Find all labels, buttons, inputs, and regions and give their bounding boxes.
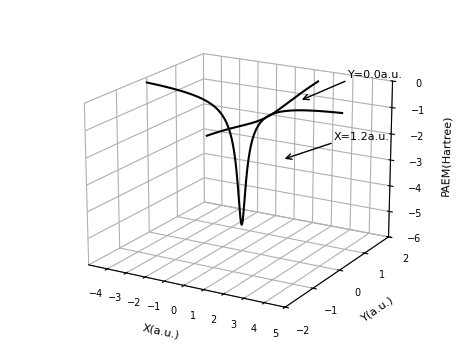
X-axis label: X(a.u.): X(a.u.) xyxy=(141,322,180,340)
Text: Y=0.0a.u.: Y=0.0a.u. xyxy=(347,70,402,80)
Text: X=1.2a.u.: X=1.2a.u. xyxy=(334,132,390,142)
Y-axis label: Y(a.u.): Y(a.u.) xyxy=(360,294,396,323)
